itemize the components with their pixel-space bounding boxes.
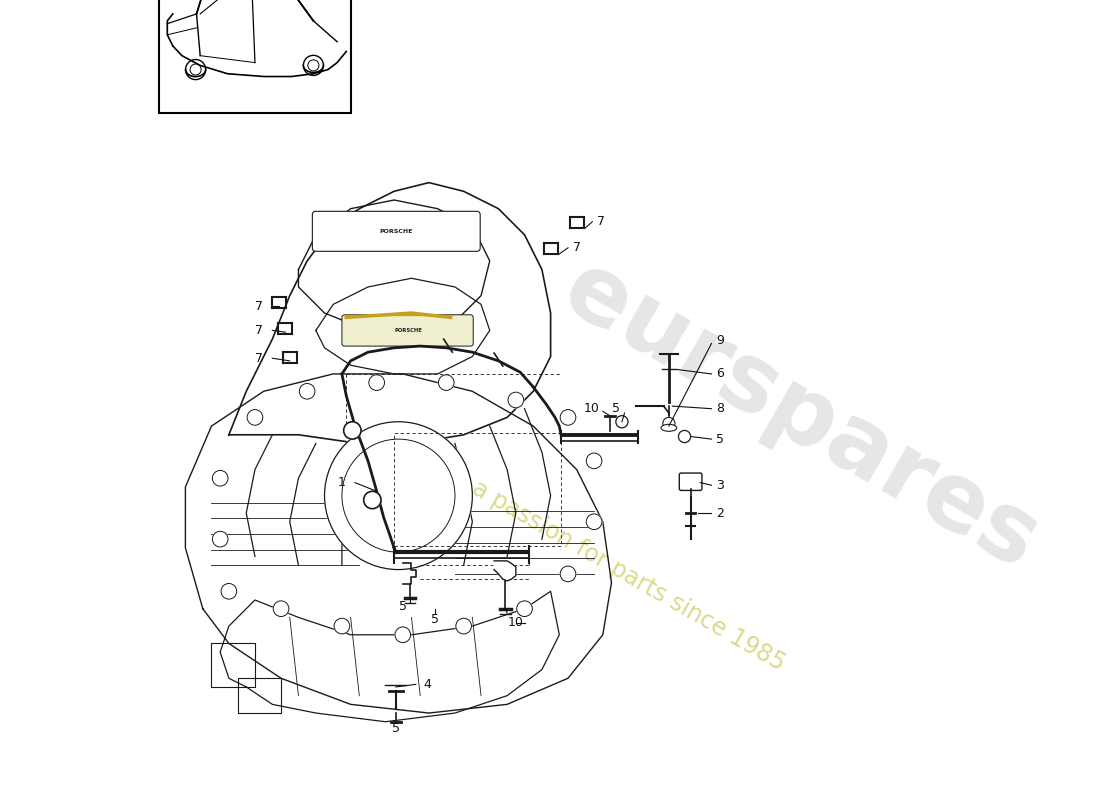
Circle shape — [517, 601, 532, 617]
Text: 7: 7 — [597, 215, 605, 228]
Circle shape — [439, 374, 454, 390]
Circle shape — [364, 491, 381, 509]
Text: 1: 1 — [338, 476, 345, 489]
Circle shape — [299, 383, 315, 399]
Circle shape — [455, 618, 472, 634]
Text: 5: 5 — [716, 433, 724, 446]
Circle shape — [343, 422, 361, 439]
Text: 5: 5 — [392, 722, 399, 735]
Circle shape — [508, 392, 524, 408]
Circle shape — [186, 59, 206, 80]
Text: 7: 7 — [573, 242, 581, 254]
Circle shape — [560, 410, 575, 426]
Circle shape — [586, 453, 602, 469]
Text: 5: 5 — [612, 402, 619, 415]
Circle shape — [679, 430, 691, 442]
FancyBboxPatch shape — [342, 314, 473, 346]
Text: 7: 7 — [255, 324, 263, 337]
Circle shape — [221, 583, 236, 599]
Text: PORSCHE: PORSCHE — [379, 229, 412, 234]
Text: PORSCHE: PORSCHE — [394, 328, 422, 333]
Circle shape — [368, 374, 385, 390]
Text: 5: 5 — [431, 613, 439, 626]
Polygon shape — [494, 561, 516, 581]
Text: 9: 9 — [716, 334, 724, 347]
Text: 8: 8 — [716, 402, 724, 415]
Text: 7: 7 — [255, 299, 263, 313]
Text: eurspares: eurspares — [548, 243, 1055, 589]
Circle shape — [273, 601, 289, 617]
Text: 2: 2 — [716, 506, 724, 519]
Circle shape — [212, 531, 228, 547]
Circle shape — [334, 618, 350, 634]
Text: 6: 6 — [716, 367, 724, 381]
Circle shape — [248, 410, 263, 426]
Circle shape — [663, 418, 675, 430]
Circle shape — [212, 470, 228, 486]
Text: a passion for parts since 1985: a passion for parts since 1985 — [469, 476, 790, 676]
FancyBboxPatch shape — [680, 473, 702, 490]
Circle shape — [616, 416, 628, 428]
Circle shape — [586, 514, 602, 530]
Bar — [160, 0, 351, 113]
Ellipse shape — [661, 424, 676, 431]
Circle shape — [324, 422, 472, 570]
Circle shape — [560, 566, 575, 582]
Circle shape — [395, 627, 410, 642]
Text: 5: 5 — [399, 601, 407, 614]
Text: 7: 7 — [255, 352, 263, 365]
Text: 3: 3 — [716, 478, 724, 492]
FancyBboxPatch shape — [312, 211, 481, 251]
Text: 10: 10 — [583, 402, 600, 415]
Circle shape — [304, 55, 323, 75]
Text: 10: 10 — [508, 616, 524, 629]
Text: 4: 4 — [424, 678, 431, 691]
